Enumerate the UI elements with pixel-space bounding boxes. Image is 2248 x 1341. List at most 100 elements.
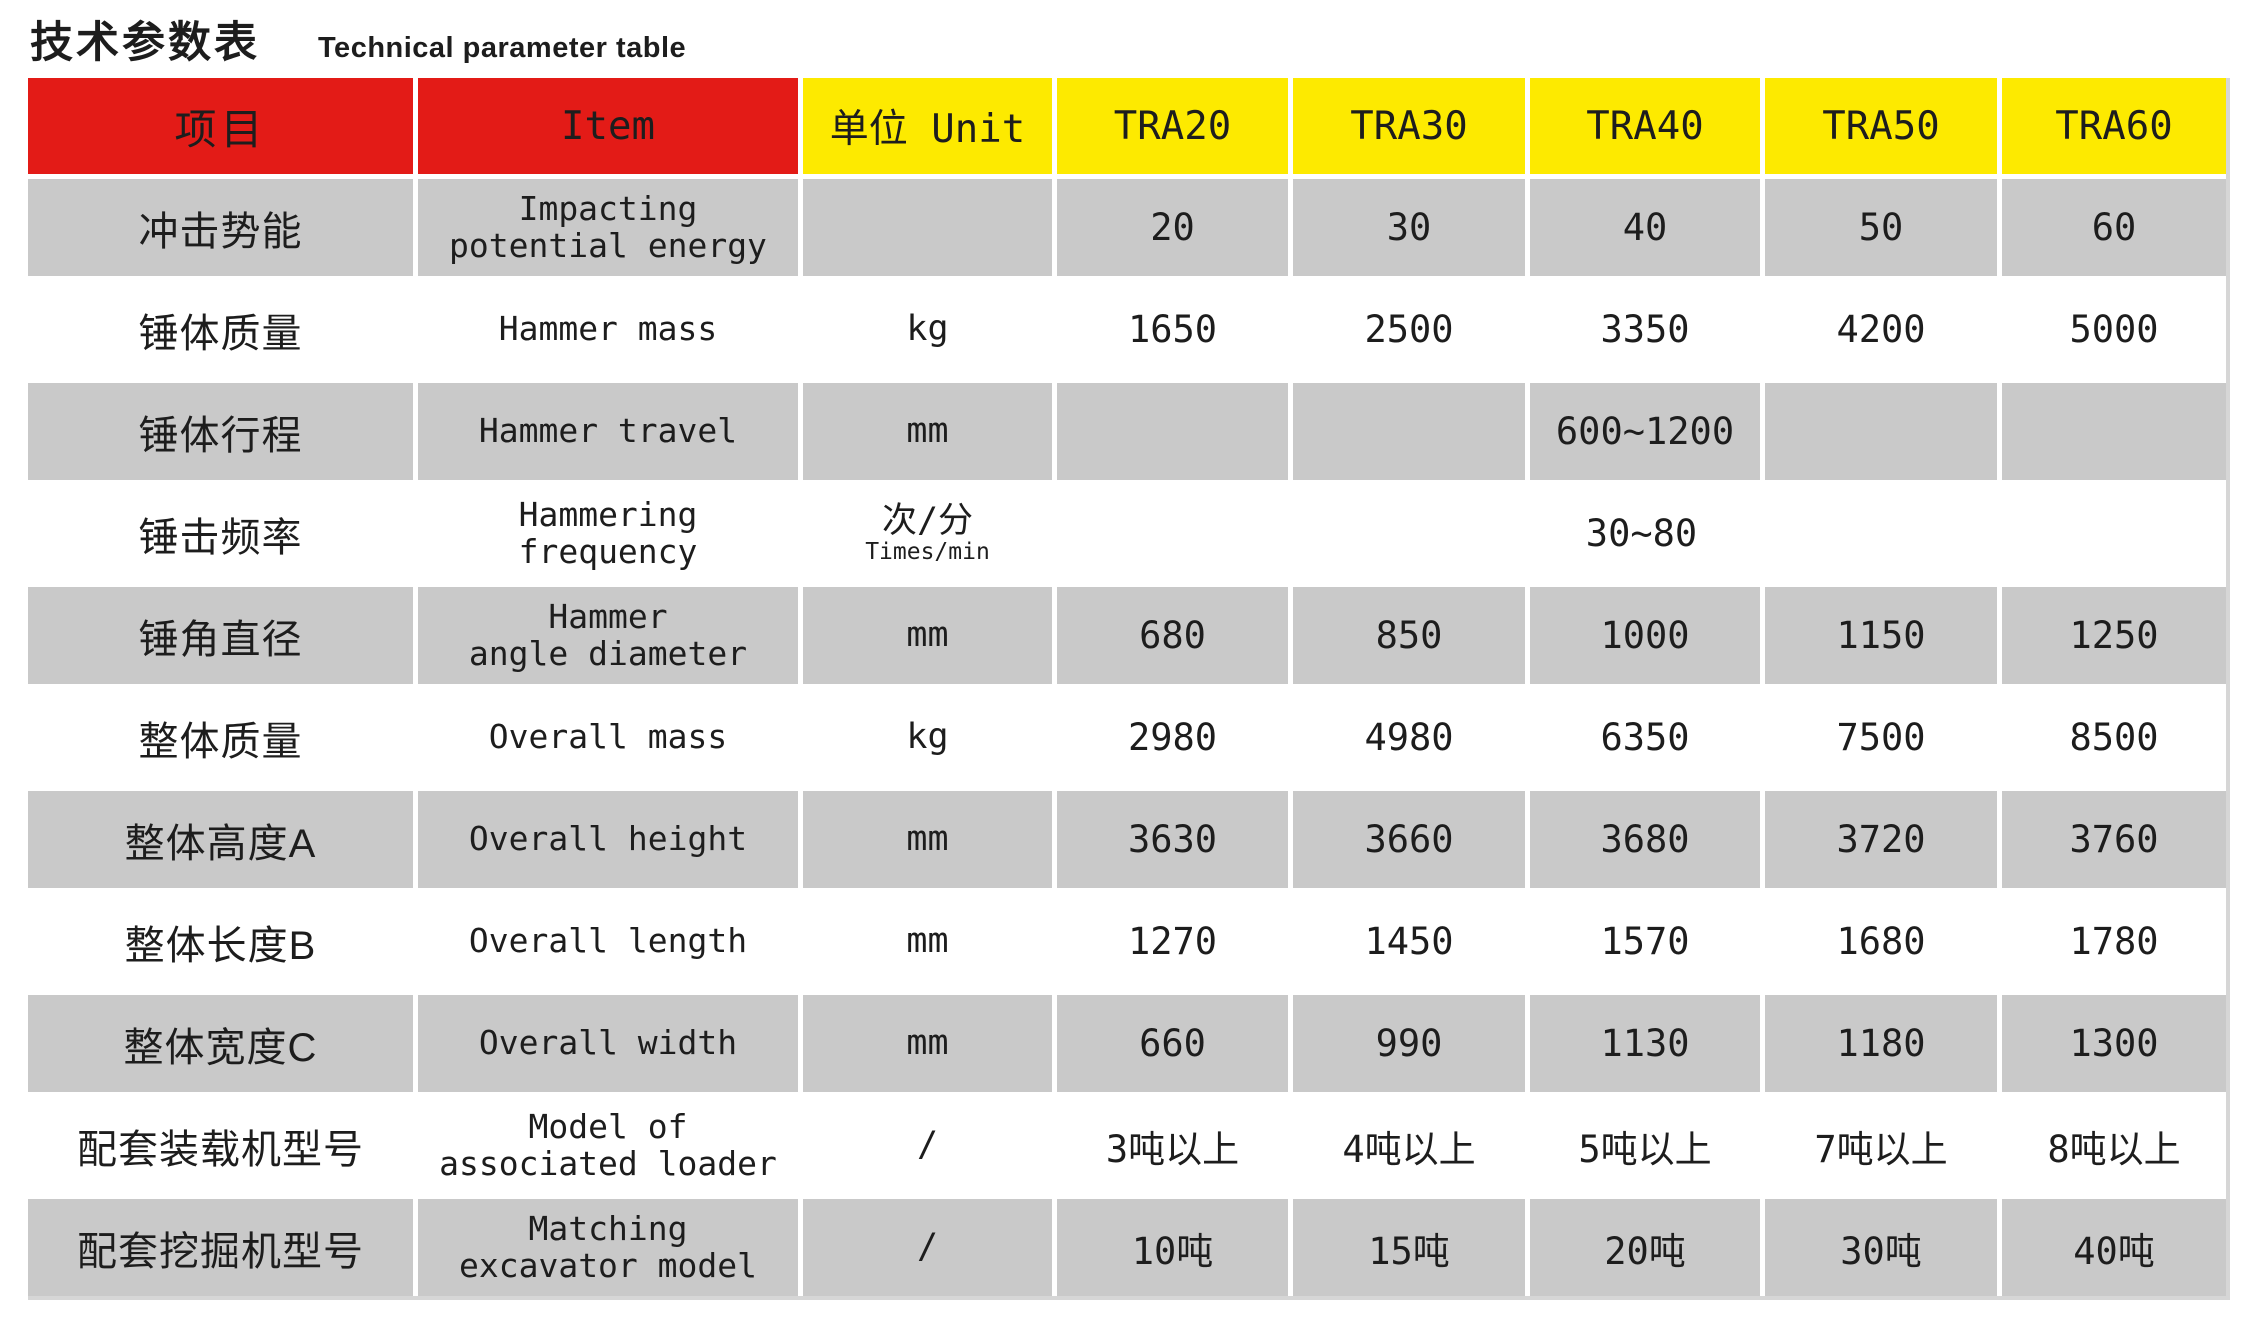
value-cell-row9-col1: 660 [1057,995,1288,1092]
value-cell-row8-col1: 1270 [1057,893,1288,990]
item-name-zh-row7-text: 整体高度A [124,821,317,866]
unit-cell-row9: mm [803,995,1052,1092]
unit-cell-row1 [803,179,1052,276]
value-cell-row5-col3-text: 1000 [1600,614,1690,657]
value-cell-row8-col3: 1570 [1530,893,1760,990]
value-cell-row8-col5-text: 1780 [2069,920,2159,963]
unit-cell-row3: mm [803,383,1052,480]
value-cell-row2-col5-text: 5000 [2069,308,2159,351]
value-cell-row10-col2-text: 4吨以上 [1342,1127,1476,1171]
value-cell-row10-col3: 5吨以上 [1530,1097,1760,1194]
value-cell-row7-col4: 3720 [1765,791,1997,888]
item-name-zh-row11-text: 配套挖掘机型号 [77,1229,364,1274]
value-cell-row11-col2-text: 15吨 [1368,1229,1450,1273]
item-name-en-row6: Overall mass [418,689,798,786]
item-name-zh-row9-text: 整体宽度C [123,1025,318,1070]
header-item-zh-label: 项目 [174,105,267,153]
item-name-en-row9-text: Overall width [478,1023,738,1063]
page-title-zh: 技术参数表 [30,19,260,67]
item-name-en-row7-text: Overall height [468,819,748,859]
value-cell-row8-col4: 1680 [1765,893,1997,990]
item-name-zh-row3: 锤体行程 [28,383,413,480]
value-cell-row10-col1: 3吨以上 [1057,1097,1288,1194]
value-cell-row1-col4: 50 [1765,179,1997,276]
unit-cell-row4: 次/分 Times/min [803,485,1052,582]
value-cell-row1-col5: 60 [2002,179,2226,276]
item-name-en-row1: Impacting potential energy [418,179,798,276]
value-cell-row11-col3: 20吨 [1530,1199,1760,1296]
item-name-zh-row6-text: 整体质量 [138,719,303,764]
item-name-zh-row1: 冲击势能 [28,179,413,276]
item-name-zh-row9: 整体宽度C [28,995,413,1092]
header-model-tra30: TRA30 [1293,78,1525,174]
item-name-zh-row5: 锤角直径 [28,587,413,684]
value-cell-row1-col2: 30 [1293,179,1525,276]
header-model-tra20-label: TRA20 [1113,103,1232,149]
value-cell-row11-col3-text: 20吨 [1604,1229,1686,1273]
value-cell-row2-col4: 4200 [1765,281,1997,378]
value-cell-row1-col1-text: 20 [1150,206,1195,249]
header-item-en: Item [418,78,798,174]
header-unit: 单位 Unit [803,78,1052,174]
header-item-en-label: Item [561,103,655,149]
value-cell-row6-col2: 4980 [1293,689,1525,786]
value-cell-row5-col3: 1000 [1530,587,1760,684]
item-name-zh-row7: 整体高度A [28,791,413,888]
item-name-en-row2: Hammer mass [418,281,798,378]
item-name-zh-row4-text: 锤击频率 [138,515,303,560]
value-cell-row11-col4: 30吨 [1765,1199,1997,1296]
header-model-tra50: TRA50 [1765,78,1997,174]
header-model-tra40: TRA40 [1530,78,1760,174]
value-cell-row9-col2: 990 [1293,995,1525,1092]
unit-cell-row11-text: / [916,1227,939,1268]
value-cell-row9-col4: 1180 [1765,995,1997,1092]
value-cell-row11-col2: 15吨 [1293,1199,1525,1296]
value-cell-row7-col2-text: 3660 [1364,818,1454,861]
unit-cell-row10: / [803,1097,1052,1194]
unit-cell-row5: mm [803,587,1052,684]
item-name-en-row10: Model of associated loader [418,1097,798,1194]
value-cell-row2-col1: 1650 [1057,281,1288,378]
value-cell-row2-col2: 2500 [1293,281,1525,378]
item-name-zh-row3-text: 锤体行程 [138,413,303,458]
value-cell-row7-col5-text: 3760 [2069,818,2159,861]
value-cell-row5-col1-text: 680 [1139,614,1206,657]
value-cell-row1-col3-text: 40 [1622,206,1668,249]
unit-cell-row7: mm [803,791,1052,888]
value-cell-row3-col5 [2002,383,2226,480]
item-name-zh-row2-text: 锤体质量 [138,311,303,356]
value-cell-row9-col4-text: 1180 [1836,1022,1926,1065]
value-cell-row7-col1-text: 3630 [1127,818,1218,861]
value-cell-row11-col1-text: 10吨 [1131,1229,1214,1273]
item-name-zh-row1-text: 冲击势能 [138,209,303,254]
value-cell-row2-col1-text: 1650 [1127,308,1218,351]
value-cell-row11-col5: 40吨 [2002,1199,2226,1296]
value-cell-row7-col3: 3680 [1530,791,1760,888]
value-cell-row1-col4-text: 50 [1858,206,1904,249]
item-name-en-row1-text: Impacting potential energy [449,188,767,265]
value-cell-row11-col5-text: 40吨 [2073,1229,2155,1273]
value-cell-row6-col2-text: 4980 [1364,716,1454,759]
value-cell-row5-col5-text: 1250 [2069,614,2159,657]
item-name-en-row5-text: Hammer angle diameter [468,596,748,673]
technical-parameter-table: 项目 Item 单位 Unit TRA20 TRA30 TRA40 TRA50 … [28,78,2230,1300]
item-name-en-row5: Hammer angle diameter [418,587,798,684]
header-unit-label: 单位 Unit [829,107,1026,152]
value-cell-row2-col2-text: 2500 [1364,308,1454,351]
value-cell-row6-col4: 7500 [1765,689,1997,786]
unit-cell-row6: kg [803,689,1052,786]
value-cell-row10-col4: 7吨以上 [1765,1097,1997,1194]
value-cell-row8-col2: 1450 [1293,893,1525,990]
value-cell-row8-col4-text: 1680 [1836,920,1926,963]
value-cell-row10-col5: 8吨以上 [2002,1097,2226,1194]
title-bar: 技术参数表 Technical parameter table [30,8,686,70]
item-name-en-row7: Overall height [418,791,798,888]
value-cell-row2-col3: 3350 [1530,281,1760,378]
value-cell-row9-col1-text: 660 [1139,1022,1206,1065]
value-cell-row3-col1 [1057,383,1288,480]
value-cell-row2-col3-text: 3350 [1600,308,1690,351]
value-cell-row6-col1: 2980 [1057,689,1288,786]
item-name-zh-row4: 锤击频率 [28,485,413,582]
header-model-tra50-label: TRA50 [1822,103,1940,149]
value-cell-row3-col3: 600~1200 [1530,383,1760,480]
